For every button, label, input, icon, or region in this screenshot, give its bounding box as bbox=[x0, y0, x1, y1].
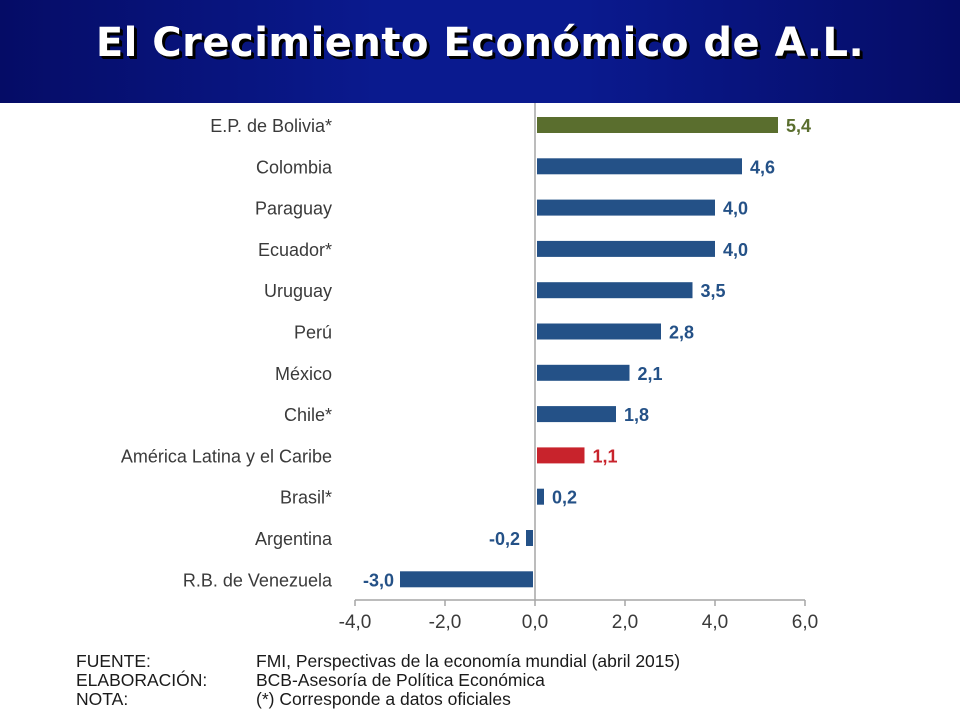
bar bbox=[537, 240, 715, 257]
note-text: FMI, Perspectivas de la economía mundial… bbox=[256, 651, 681, 671]
x-tick-label: -4,0 bbox=[339, 612, 372, 633]
note-text: (*) Corresponde a datos oficiales bbox=[256, 689, 511, 709]
bar bbox=[537, 447, 585, 464]
bar bbox=[537, 406, 616, 423]
category-label: Argentina bbox=[255, 529, 333, 549]
value-label: 4,0 bbox=[723, 199, 748, 219]
x-tick-label: 2,0 bbox=[612, 612, 638, 633]
value-label: -3,0 bbox=[363, 570, 394, 590]
bar bbox=[537, 117, 778, 133]
x-tick-label: 6,0 bbox=[792, 612, 818, 633]
title-banner bbox=[0, 0, 960, 103]
value-label: 4,6 bbox=[750, 157, 775, 177]
category-label: América Latina y el Caribe bbox=[121, 446, 332, 466]
source-notes: FUENTE: FMI, Perspectivas de la economía… bbox=[76, 652, 936, 709]
category-label: Ecuador* bbox=[258, 240, 332, 260]
category-label: Brasil* bbox=[280, 488, 332, 508]
category-label: Uruguay bbox=[264, 281, 332, 301]
note-label: ELABORACIÓN: bbox=[76, 670, 208, 690]
note-row-note: NOTA: (*) Corresponde a datos oficiales bbox=[76, 690, 936, 709]
x-tick-label: -2,0 bbox=[429, 612, 462, 633]
value-label: 4,0 bbox=[723, 240, 748, 260]
bar bbox=[537, 158, 742, 175]
category-label: México bbox=[275, 364, 332, 384]
category-label: Colombia bbox=[256, 157, 333, 177]
value-label: 0,2 bbox=[552, 488, 577, 508]
value-label: -0,2 bbox=[489, 529, 520, 549]
note-text: BCB-Asesoría de Política Económica bbox=[256, 670, 545, 690]
value-label: 5,4 bbox=[786, 116, 811, 136]
bar bbox=[537, 282, 693, 299]
bar bbox=[400, 571, 533, 588]
value-label: 1,8 bbox=[624, 405, 649, 425]
category-label: Paraguay bbox=[255, 199, 332, 219]
note-row-source: FUENTE: FMI, Perspectivas de la economía… bbox=[76, 652, 936, 671]
category-label: E.P. de Bolivia* bbox=[210, 116, 332, 136]
value-label: 2,1 bbox=[638, 364, 663, 384]
bar-chart: -4,0 -2,0 0,0 2,0 4,0 6,0 E.P. de Bolivia* 5,4 C… bbox=[121, 103, 818, 633]
x-tick-label: 4,0 bbox=[702, 612, 728, 633]
x-tick-label: 0,0 bbox=[522, 612, 548, 633]
category-label: Perú bbox=[294, 323, 332, 343]
note-row-elaboration: ELABORACIÓN: BCB-Asesoría de Política Ec… bbox=[76, 671, 936, 690]
category-label: Chile* bbox=[284, 405, 332, 425]
value-label: 3,5 bbox=[701, 281, 726, 301]
value-label: 2,8 bbox=[669, 323, 694, 343]
bar bbox=[537, 364, 630, 381]
note-label: NOTA: bbox=[76, 689, 129, 709]
category-label: R.B. de Venezuela bbox=[183, 570, 333, 590]
slide-title: El Crecimiento Económico de A.L. bbox=[95, 20, 865, 66]
note-label: FUENTE: bbox=[76, 651, 151, 671]
bar bbox=[537, 199, 715, 216]
bar bbox=[526, 530, 533, 546]
bar bbox=[537, 323, 661, 340]
value-label: 1,1 bbox=[593, 446, 618, 466]
bar bbox=[537, 488, 544, 505]
